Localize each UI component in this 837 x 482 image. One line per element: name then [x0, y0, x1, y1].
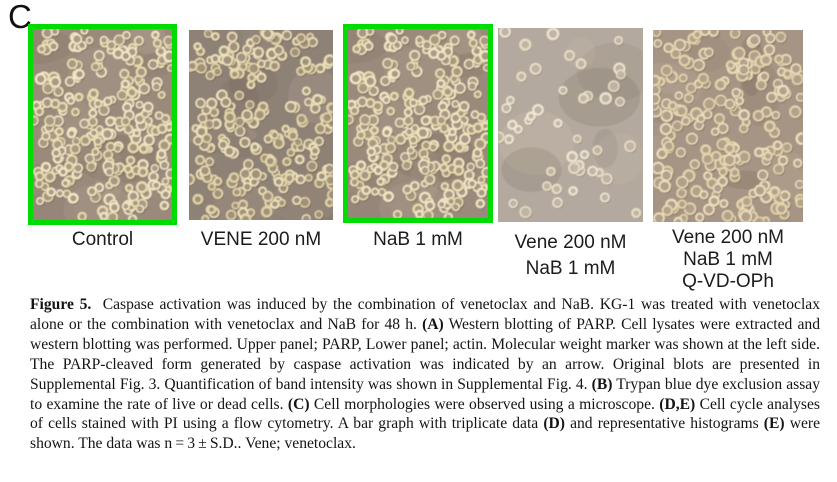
micrograph-vene-200nm: [189, 30, 333, 220]
micrograph-label-line: NaB 1 mM: [683, 249, 773, 270]
micrograph-label-vene-nab: Vene 200 nM NaB 1 mM: [481, 230, 661, 282]
micrograph-label-line: Vene 200 nM: [672, 227, 784, 248]
figure-caption: Figure 5. Caspase activation was induced…: [30, 295, 820, 454]
micrograph-label-vene-nab-qvdoph: Vene 200 nM NaB 1 mM Q-VD-OPh: [638, 227, 818, 293]
micrograph-label-nab-1mm: NaB 1 mM: [328, 228, 508, 252]
caption-bold-segment: (D,E): [659, 395, 696, 413]
caption-segment: and representative histograms: [564, 415, 764, 433]
caption-segment: Caspase activation was induced by the co…: [30, 296, 820, 333]
caption-segment: Cell morphologies were observed using a …: [309, 395, 660, 413]
micrograph-label-line: Vene 200 nM: [514, 232, 627, 253]
micrograph-label-line: NaB 1 mM: [373, 229, 463, 250]
micrograph-label-line: NaB 1 mM: [525, 258, 616, 279]
caption-segment: Trypan blue dye exclusion assay to exami…: [30, 375, 820, 413]
micrograph-image: [653, 30, 803, 222]
micrograph-label-control: Control: [13, 228, 193, 252]
caption-bold-segment: (A): [422, 315, 444, 333]
micrograph-nab-1mm: [343, 24, 493, 223]
micrograph-label-vene-200nm: VENE 200 nM: [171, 228, 351, 252]
caption-segment: Cell cycle analyses of cells stained wit…: [30, 395, 820, 433]
micrograph-image: [348, 29, 488, 218]
micrograph-vene-nab: [498, 28, 643, 222]
micrograph-label-line: Control: [71, 229, 134, 250]
micrograph-image: [189, 30, 333, 220]
micrograph-control: [28, 24, 177, 225]
micrograph-vene-nab-qvdoph: [653, 30, 803, 222]
caption-bold-segment: (D): [543, 415, 565, 433]
caption-bold-segment: (B): [591, 375, 613, 393]
panel-letter-c: C: [8, 0, 32, 35]
micrograph-image: [33, 29, 172, 220]
caption-segment: Western blotting of PARP. Cell lysates w…: [30, 315, 820, 393]
micrograph-label-line: VENE 200 nM: [200, 229, 322, 250]
micrograph-label-line: Q-VD-OPh: [682, 271, 774, 292]
caption-bold-segment: Figure 5.: [30, 296, 97, 313]
caption-bold-segment: (E): [763, 415, 785, 433]
micrograph-image: [498, 28, 643, 222]
caption-bold-segment: (C): [287, 395, 310, 413]
caption-segment: were shown. The data was n = 3 ± S.D.. V…: [30, 415, 820, 453]
